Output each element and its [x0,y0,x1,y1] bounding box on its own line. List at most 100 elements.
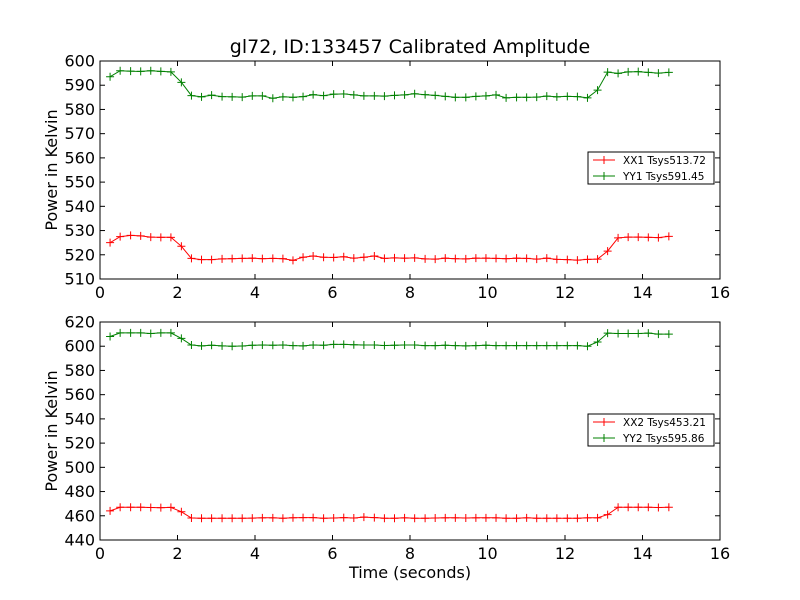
y-tick-label: 560 [64,148,95,167]
data-point [166,233,175,242]
data-point [228,514,237,523]
data-point [502,341,511,350]
data-point [410,341,419,350]
data-point [187,254,196,263]
data-point [116,503,125,512]
data-point [654,233,663,242]
data-point [624,233,633,242]
data-point [614,503,623,512]
x-tick-label: 8 [405,544,415,563]
x-tick-label: 8 [405,283,415,302]
data-point [177,242,186,251]
y-tick-label: 560 [64,385,95,404]
data-point [187,341,196,350]
data-point [624,329,633,338]
data-point [532,514,541,523]
data-point [329,90,338,99]
data-point [187,513,196,522]
data-point [542,254,551,263]
data-point [309,341,318,350]
y-tick-label: 440 [64,531,95,550]
data-point [502,93,511,102]
y-tick-label: 540 [64,197,95,216]
data-point [228,92,237,101]
y-tick-label: 510 [64,270,95,289]
data-point [664,68,673,77]
data-point [339,340,348,349]
data-point [573,514,582,523]
data-point [248,514,257,523]
data-point [106,72,115,81]
data-point [166,328,175,337]
data-point [410,514,419,523]
data-point [451,93,460,102]
data-point [512,93,521,102]
data-point [593,337,602,346]
data-point [461,341,470,350]
data-point [522,341,531,350]
data-point [156,503,165,512]
data-point [278,514,287,523]
data-point [329,340,338,349]
legend-label: XX1 Tsys513.72 [623,155,706,167]
data-point [156,328,165,337]
data-point [532,341,541,350]
data-point [258,91,267,100]
data-point [106,506,115,515]
data-point [492,341,501,350]
data-point [146,233,155,242]
x-tick-label: 14 [632,544,652,563]
data-point [421,514,430,523]
data-point [481,341,490,350]
data-point [126,231,135,240]
data-point [441,513,450,522]
data-point [664,232,673,241]
data-point [593,86,602,95]
data-point [268,513,277,522]
data-point [431,91,440,100]
data-point [563,341,572,350]
data-point [654,503,663,512]
data-point [644,329,653,338]
data-point [349,513,358,522]
data-point [268,254,277,263]
data-point [380,514,389,523]
data-point [552,514,561,523]
x-tick-label: 0 [95,283,105,302]
data-point [248,254,257,263]
y-axis-label: Power in Kelvin [42,109,61,230]
data-point [349,90,358,99]
data-point [166,67,175,76]
y-tick-label: 520 [64,245,95,264]
data-point [126,67,135,76]
data-point [492,254,501,263]
data-point [339,89,348,98]
x-tick-label: 4 [250,544,260,563]
x-tick-label: 6 [327,544,337,563]
data-point [542,92,551,101]
data-point [258,341,267,350]
data-point [349,254,358,263]
data-point [116,328,125,337]
chart-title: gl72, ID:133457 Calibrated Amplitude [230,36,590,58]
data-point [431,341,440,350]
data-point [177,78,186,87]
data-point [218,341,227,350]
data-point [614,69,623,78]
y-tick-label: 580 [64,361,95,380]
data-point [359,341,368,350]
x-tick-label: 10 [477,283,497,302]
data-point [634,67,643,76]
x-tick-label: 10 [477,544,497,563]
data-point [400,90,409,99]
data-point [664,503,673,512]
data-point [512,254,521,263]
y-tick-label: 550 [64,173,95,192]
data-point [146,503,155,512]
data-point [207,514,216,523]
data-point [522,513,531,522]
data-point [146,66,155,75]
x-tick-label: 0 [95,544,105,563]
data-point [187,91,196,100]
data-point [258,513,267,522]
